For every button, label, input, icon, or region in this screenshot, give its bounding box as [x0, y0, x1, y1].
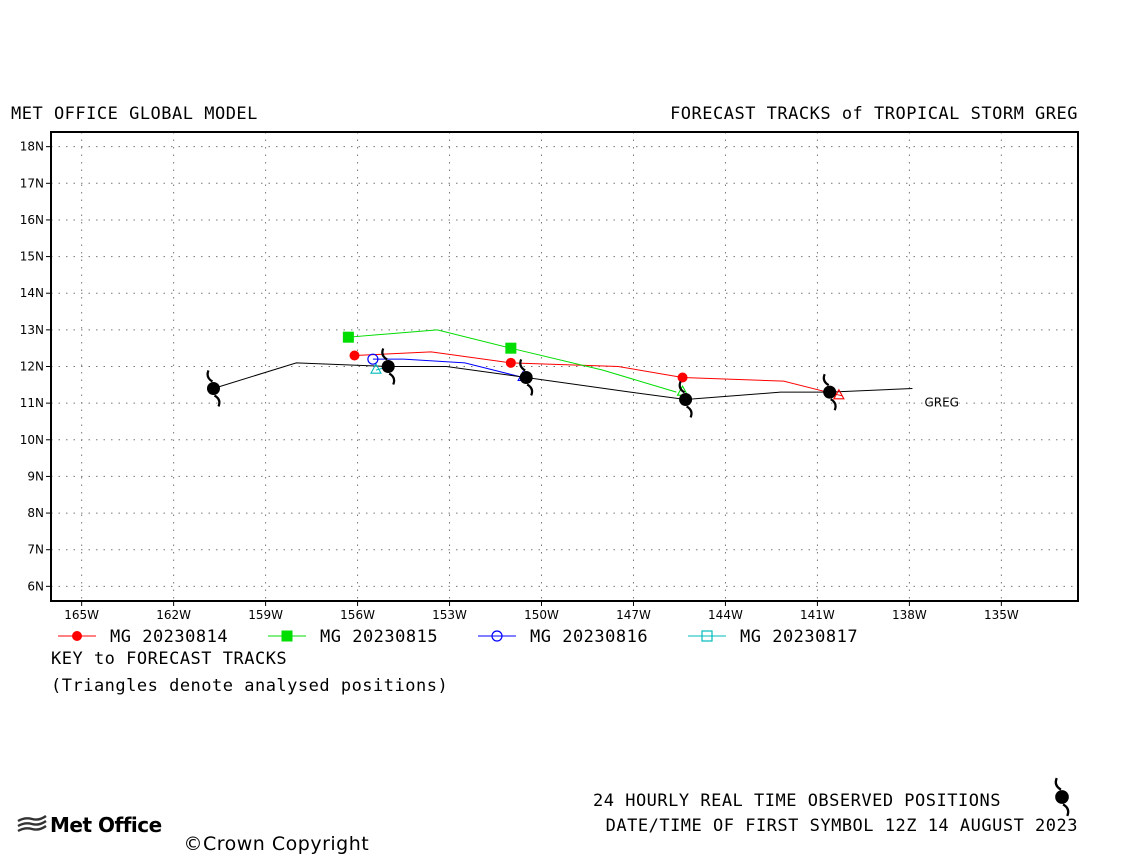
x-tick-label: 144W: [708, 608, 743, 622]
y-tick-label: 16N: [20, 213, 44, 227]
y-tick-label: 10N: [20, 433, 44, 447]
forecast-track-line: [372, 358, 524, 378]
met-office-logo-text: Met Office: [50, 813, 162, 837]
observed-symbol-key: [1054, 777, 1070, 817]
y-tick-label: 7N: [27, 543, 44, 557]
y-tick-label: 17N: [20, 176, 44, 190]
y-tick-label: 14N: [20, 286, 44, 300]
x-tick-label: 156W: [340, 608, 375, 622]
observed-track-line: [213, 362, 913, 400]
legend-label: MG 20230817: [740, 627, 858, 647]
legend-marker: [701, 630, 713, 642]
analysed-position-triangle: [370, 363, 382, 374]
axis-ticks: 165W 162W 159W 156W 153W 150W 147W 144W 141W 138W…: [20, 140, 1019, 622]
model-title: MET OFFICE GLOBAL MODEL: [11, 104, 258, 124]
x-tick-label: 150W: [524, 608, 559, 622]
legend-label: MG 20230814: [110, 627, 228, 647]
forecast-marker: [677, 372, 688, 383]
met-office-logo-mark: [17, 815, 47, 833]
storm-symbol: [381, 348, 396, 385]
x-tick-label: 165W: [64, 608, 99, 622]
y-tick-label: 13N: [20, 323, 44, 337]
x-tick-label: 153W: [432, 608, 467, 622]
legend: MG 20230814 MG 20230815 MG 20230816 MG 2023…: [58, 627, 858, 647]
storm-symbol: [206, 370, 221, 407]
first-symbol-datetime: DATE/TIME OF FIRST SYMBOL 12Z 14 AUGUST …: [605, 816, 1078, 836]
legend-key-title: KEY to FORECAST TRACKS: [51, 649, 288, 669]
legend-label: MG 20230816: [530, 627, 648, 647]
copyright-notice: ©Crown Copyright: [162, 813, 369, 855]
forecast-marker: [342, 331, 354, 343]
y-tick-label: 18N: [20, 140, 44, 154]
storm-symbol: [678, 381, 693, 418]
x-tick-label: 159W: [248, 608, 283, 622]
tracks: GREG: [206, 329, 959, 418]
y-tick-label: 8N: [27, 506, 44, 520]
forecast-marker: [349, 350, 360, 361]
y-tick-label: 12N: [20, 360, 44, 374]
y-tick-label: 11N: [20, 396, 44, 410]
forecast-marker: [505, 357, 516, 368]
forecast-marker: [367, 353, 379, 365]
forecast-track-line: [354, 351, 843, 397]
forecast-marker: [505, 342, 517, 354]
analysed-position-triangle: [832, 388, 845, 400]
storm-symbol: [822, 373, 837, 411]
legend-marker: [491, 630, 503, 642]
chart-title: FORECAST TRACKS of TROPICAL STORM GREG: [670, 104, 1078, 124]
storm-symbol: [519, 359, 534, 396]
y-tick-label: 15N: [20, 250, 44, 264]
observed-positions-note: 24 HOURLY REAL TIME OBSERVED POSITIONS: [593, 791, 1001, 811]
y-tick-label: 9N: [27, 469, 44, 483]
x-tick-label: 138W: [892, 608, 927, 622]
x-tick-label: 135W: [984, 608, 1019, 622]
legend-marker: [72, 631, 82, 641]
plot-frame: [50, 131, 1079, 602]
x-tick-label: 141W: [800, 608, 835, 622]
copyright-icon: ©: [183, 833, 203, 855]
legend-marker: [281, 630, 293, 642]
copyright-text: Crown Copyright: [202, 833, 370, 855]
legend-label: MG 20230815: [320, 627, 438, 647]
storm-symbol-key: [1054, 777, 1070, 817]
storm-label: GREG: [924, 395, 959, 409]
x-tick-label: 147W: [616, 608, 651, 622]
x-tick-label: 162W: [156, 608, 191, 622]
legend-key-note: (Triangles denote analysed positions): [51, 676, 449, 696]
grid-lines: [51, 132, 1078, 601]
y-tick-label: 6N: [27, 579, 44, 593]
